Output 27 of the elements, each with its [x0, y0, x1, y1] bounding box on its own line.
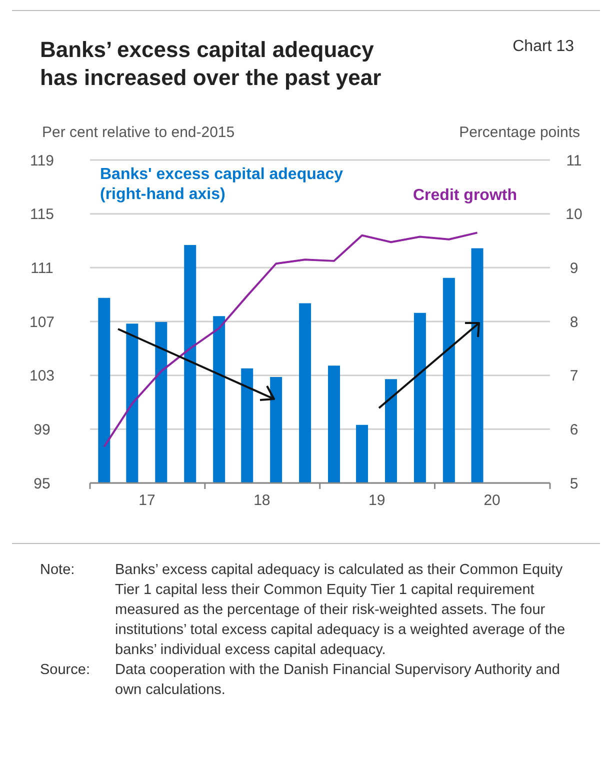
- text: Note: Banks’ excess capital adequacy is calculated as their Common Equity Tier 1 capital less their Common Equity Tier 1 capital requirement measured as the percentage of their risk-weighted assets. The four institutions’ total excess capital adequacy is a weighted average of the banks’ individual excess capital adequacy.: [40, 562, 566, 658]
- y2-tick-label: 9: [570, 260, 578, 277]
- caption: Chart 13: [512, 38, 574, 56]
- text: Source: Data cooperation with the Danish Financial Supervisory Authority and own calculations.: [40, 662, 560, 698]
- y2-axis-title: Percentage points: [459, 124, 580, 141]
- x-tick-label: 18: [254, 492, 270, 509]
- y2-tick-label: 8: [570, 314, 578, 331]
- y-tick-label: 119: [30, 152, 54, 170]
- y-tick-label: 107: [29, 314, 55, 331]
- y-tick-label: 99: [34, 421, 50, 438]
- y-tick-label: 95: [34, 475, 50, 492]
- y2-tick-label: 6: [570, 421, 578, 438]
- y-tick-label: 103: [29, 368, 55, 385]
- y2-tick-label: 10: [566, 206, 582, 224]
- text: Credit growth: [413, 186, 518, 206]
- y2-tick-label: 11: [566, 152, 582, 170]
- text: Banks' excess capital adequacy (right-hand axis): [100, 165, 344, 205]
- y-axis-title: Per cent relative to end-2015: [42, 124, 235, 141]
- y2-tick-label: 7: [570, 368, 578, 385]
- y-tick-label: 115: [30, 206, 54, 224]
- line-series: [103, 232, 478, 448]
- x-tick-label: 19: [368, 492, 386, 509]
- x-tick-label: 20: [484, 492, 500, 509]
- chart-title: Banks’ excess capital adequacy has increased over the past year: [40, 36, 382, 92]
- y2-tick-label: 5: [570, 475, 578, 492]
- x-tick-label: 17: [138, 492, 156, 509]
- y-tick-label: 111: [30, 260, 54, 277]
